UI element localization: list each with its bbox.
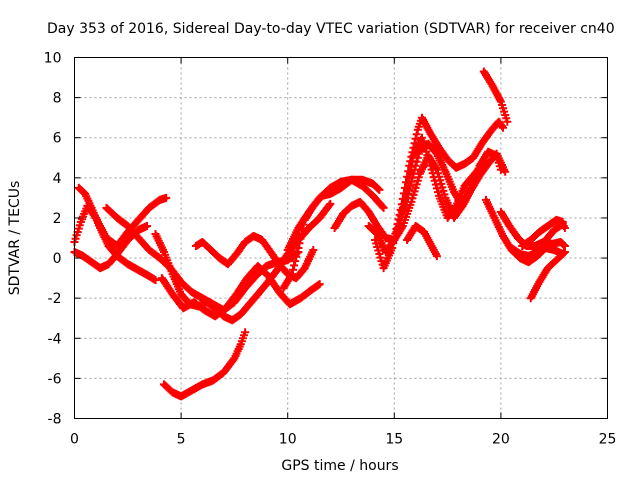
x-tick-label: 15 xyxy=(385,432,403,448)
x-tick-label: 25 xyxy=(599,432,617,448)
axis-ticks xyxy=(74,57,608,419)
series-track-21 xyxy=(518,215,567,250)
series-markers xyxy=(392,133,486,236)
series-track-7 xyxy=(160,328,250,401)
series-markers xyxy=(526,248,569,303)
x-tick-label: 20 xyxy=(492,432,510,448)
y-tick-label: -2 xyxy=(48,291,62,307)
x-tick-label: 10 xyxy=(279,432,297,448)
series-markers xyxy=(192,232,318,283)
y-tick-label: 4 xyxy=(53,171,62,187)
series-markers xyxy=(74,183,160,285)
y-tick-label: 10 xyxy=(44,51,62,67)
y-tick-label: -8 xyxy=(48,412,62,428)
series-markers xyxy=(160,328,250,401)
series-track-19 xyxy=(507,220,569,261)
y-axis-label: SDTVAR / TECUs xyxy=(7,181,23,296)
series-track-6 xyxy=(157,262,324,321)
y-axis-tick-labels: -8 -6 -4 -2 0 2 4 6 8 10 xyxy=(44,51,62,428)
series-markers xyxy=(283,175,388,254)
series-track-15 xyxy=(403,222,441,261)
series-track-2 xyxy=(74,183,160,285)
series-track-10 xyxy=(283,175,388,254)
y-tick-label: -4 xyxy=(48,331,62,347)
y-tick-label: 6 xyxy=(53,131,62,147)
series-track-14 xyxy=(392,133,486,236)
series-track-20 xyxy=(526,248,569,303)
series-markers xyxy=(157,262,324,321)
series-markers xyxy=(479,67,512,126)
series-markers xyxy=(518,215,567,250)
x-tick-label: 5 xyxy=(177,432,186,448)
y-tick-label: 0 xyxy=(53,251,62,267)
series-layer xyxy=(70,67,569,401)
series-track-16 xyxy=(479,67,512,126)
x-tick-label: 0 xyxy=(70,432,79,448)
series-markers xyxy=(507,220,569,261)
y-tick-label: 2 xyxy=(53,211,62,227)
series-markers xyxy=(403,222,441,261)
plot-frame xyxy=(74,57,608,419)
x-axis-tick-labels: 0 5 10 15 20 25 xyxy=(70,432,616,448)
y-tick-label: -6 xyxy=(48,371,62,387)
series-track-8 xyxy=(192,232,318,283)
x-axis-label: GPS time / hours xyxy=(281,458,398,474)
y-tick-label: 8 xyxy=(53,91,62,107)
chart-title: Day 353 of 2016, Sidereal Day-to-day VTE… xyxy=(47,21,615,37)
